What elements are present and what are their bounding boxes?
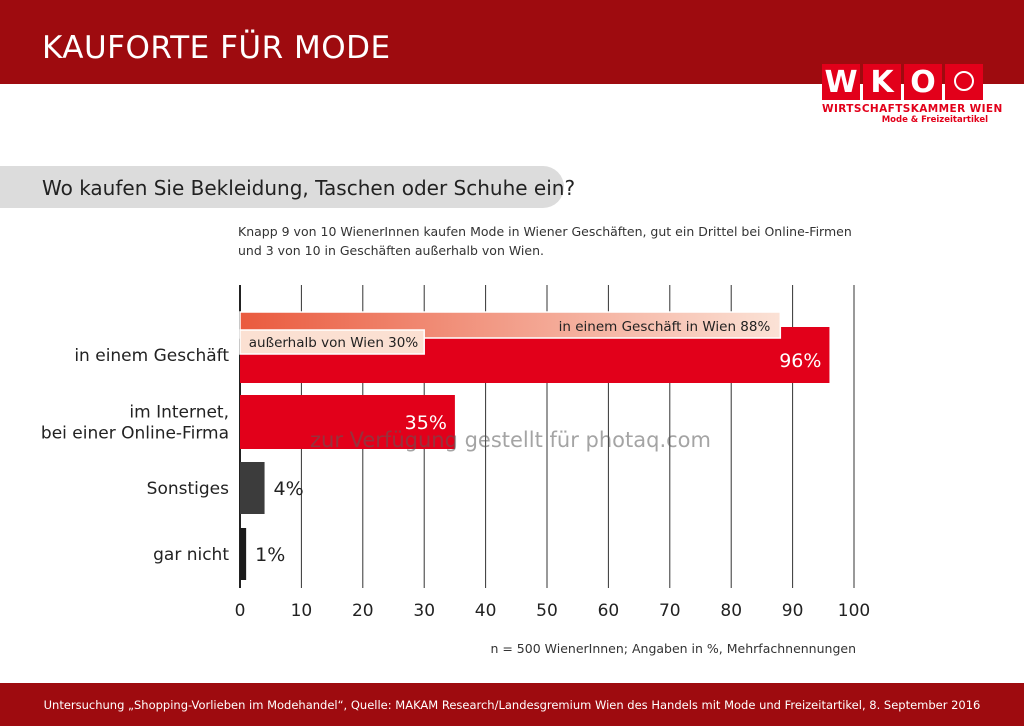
x-tick-label: 90	[782, 601, 804, 621]
chart-subtitle: Knapp 9 von 10 WienerInnen kaufen Mode i…	[238, 222, 858, 260]
bar	[240, 528, 247, 580]
x-tick-label: 50	[536, 601, 558, 621]
bar	[240, 395, 455, 449]
category-label: im Internet,	[129, 403, 229, 423]
value-label: 96%	[779, 350, 821, 372]
subtitle-line-1: Knapp 9 von 10 WienerInnen kaufen Mode i…	[238, 224, 852, 239]
sub-bar-label: außerhalb von Wien 30%	[249, 335, 419, 351]
logo-letter-o: O	[904, 64, 942, 100]
category-label: bei einer Online-Firma	[41, 424, 229, 444]
x-tick-label: 60	[598, 601, 620, 621]
sub-bar	[239, 329, 425, 355]
bar	[240, 462, 265, 514]
page-title: KAUFORTE FÜR MODE	[42, 30, 391, 66]
bar-chart: in einem Geschäft 96% im Internet,bei eine…	[41, 285, 870, 621]
x-tick-label: 0	[235, 601, 246, 621]
logo-division: Mode & Freizeitartikel	[881, 115, 988, 125]
question-band: Wo kaufen Sie Bekleidung, Taschen oder S…	[0, 166, 575, 208]
sample-note: n = 500 WienerInnen; Angaben in %, Mehrf…	[490, 641, 856, 656]
x-tick-label: 10	[291, 601, 313, 621]
logo-letter-w: W	[822, 64, 860, 100]
x-tick-label: 80	[720, 601, 742, 621]
x-tick-label: 70	[659, 601, 681, 621]
source-note: Untersuchung „Shopping-Vorlieben im Mode…	[43, 698, 981, 712]
footer-bar: Untersuchung „Shopping-Vorlieben im Mode…	[0, 683, 1024, 726]
category-label: gar nicht	[153, 545, 229, 565]
header-bar: KAUFORTE FÜR MODE	[0, 0, 1024, 84]
category-label: in einem Geschäft	[74, 346, 229, 366]
sub-bar-label: in einem Geschäft in Wien 88%	[559, 319, 771, 335]
value-label: 35%	[405, 412, 447, 434]
category-label: Sonstiges	[147, 479, 229, 499]
value-label: 1%	[255, 544, 285, 566]
logo-org-name: WIRTSCHAFTSKAMMER WIEN	[822, 103, 1003, 115]
x-tick-label: 30	[413, 601, 435, 621]
x-tick-label: 20	[352, 601, 374, 621]
eagle-emblem-icon	[945, 64, 983, 100]
watermark: zur Verfügung gestellt für photaq.com	[310, 428, 711, 452]
survey-question: Wo kaufen Sie Bekleidung, Taschen oder S…	[42, 176, 576, 200]
x-tick-label: 100	[838, 601, 870, 621]
value-label: 4%	[274, 478, 304, 500]
x-tick-label: 40	[475, 601, 497, 621]
wko-logo: W K O WIRTSCHAFTSKAMMER WIEN Mode & Frei…	[822, 64, 1003, 134]
subtitle-line-2: und 3 von 10 in Geschäften außerhalb von…	[238, 243, 544, 258]
logo-letter-k: K	[863, 64, 901, 100]
